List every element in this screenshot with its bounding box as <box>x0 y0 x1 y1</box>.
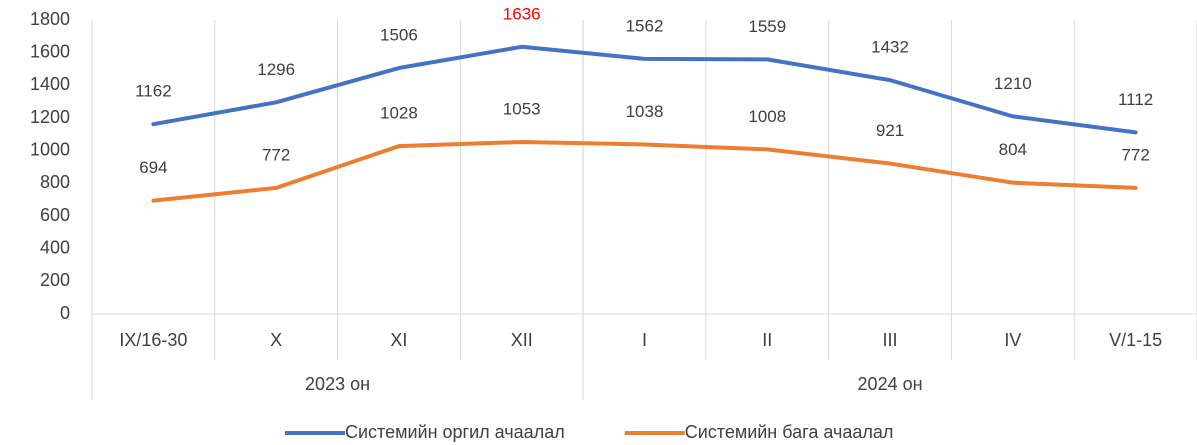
series-line <box>151 140 1138 203</box>
data-label: 921 <box>876 121 904 140</box>
x-tick-label: III <box>883 330 898 350</box>
y-tick-label: 400 <box>40 237 70 257</box>
data-label: 1636 <box>503 4 541 23</box>
y-tick-label: 0 <box>60 303 70 323</box>
x-tick-label: XI <box>390 330 407 350</box>
data-label: 1053 <box>503 99 541 118</box>
data-label: 1559 <box>748 17 786 36</box>
data-label: 1432 <box>871 38 909 57</box>
y-tick-label: 1600 <box>30 41 70 61</box>
x-tick-label: I <box>642 330 647 350</box>
x-tick-label: IX/16-30 <box>119 330 187 350</box>
data-label: 1506 <box>380 26 418 45</box>
x-tick-label: II <box>762 330 772 350</box>
data-label: 1296 <box>257 60 295 79</box>
y-tick-label: 1000 <box>30 139 70 159</box>
data-label: 804 <box>999 140 1027 159</box>
legend-label: Системийн бага ачаалал <box>685 422 894 442</box>
data-label: 1562 <box>626 16 664 35</box>
x-tick-label: V/1-15 <box>1109 330 1162 350</box>
data-label: 1210 <box>994 74 1032 93</box>
y-tick-label: 800 <box>40 172 70 192</box>
data-label: 694 <box>139 158 167 177</box>
x-tick-label: IV <box>1004 330 1021 350</box>
x-tick-label: X <box>270 330 282 350</box>
group-label: 2023 он <box>305 374 370 394</box>
data-label: 1008 <box>748 107 786 126</box>
y-tick-label: 600 <box>40 205 70 225</box>
y-tick-label: 1800 <box>30 9 70 29</box>
data-label: 772 <box>262 145 290 164</box>
data-label: 772 <box>1121 145 1149 164</box>
x-tick-label: XII <box>511 330 533 350</box>
data-label: 1038 <box>626 102 664 121</box>
data-label: 1112 <box>1118 90 1153 109</box>
legend-label: Системийн оргил ачаалал <box>345 422 565 442</box>
data-label: 1028 <box>380 104 418 123</box>
y-tick-label: 1400 <box>30 74 70 94</box>
group-label: 2024 он <box>858 374 923 394</box>
y-tick-label: 1200 <box>30 107 70 127</box>
data-label: 1162 <box>135 82 172 101</box>
series-line <box>151 44 1138 135</box>
y-tick-label: 200 <box>40 270 70 290</box>
